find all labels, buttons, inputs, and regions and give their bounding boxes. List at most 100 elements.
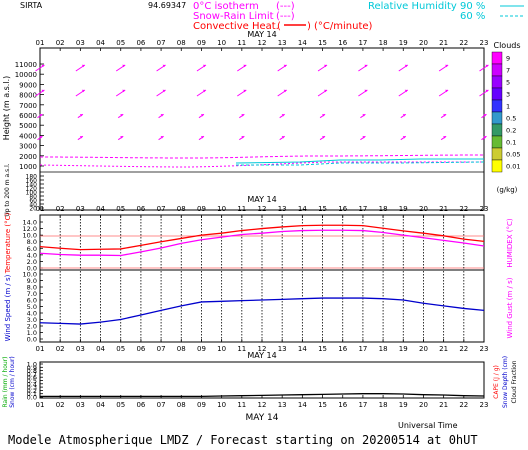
wind-hour-label: 17 [358, 345, 367, 353]
temp-hour-label: 17 [358, 205, 367, 213]
temp-y-tick-label: 8.0 [27, 238, 37, 246]
wind-barb-head [322, 136, 326, 139]
wind-hour-label: 07 [157, 345, 166, 353]
temp-hour-label: 19 [399, 205, 408, 213]
cloud-fraction-ylabel: Cloud Fraction [511, 360, 518, 403]
temp-hour-label: 11 [237, 205, 246, 213]
precip-hour-label: 21 [439, 401, 448, 409]
wind-barb-head [443, 136, 447, 139]
temp-hour-label: 01 [36, 205, 45, 213]
profile-hour-label: 15 [318, 39, 327, 47]
temp-hour-label: 16 [338, 205, 347, 213]
legend-snow-rain-label: Snow-Rain Limit [193, 11, 274, 22]
wind-barb-head [404, 89, 408, 93]
wind-barb-head [41, 89, 45, 93]
wind-barb-head [200, 136, 204, 139]
wind-barb-head [322, 114, 326, 117]
temp-date: MAY 14 [247, 195, 276, 204]
wind-y-tick-label: 4.0 [27, 310, 37, 318]
precip-y-tick-label: 0.9 [27, 364, 37, 372]
wind-barb-head [483, 136, 487, 139]
precip-hour-label: 18 [379, 401, 388, 409]
wind-barb-head [162, 64, 166, 68]
colorbar-swatch [491, 63, 503, 77]
temp-hour-label: 06 [136, 205, 145, 213]
wind-y-tick-label: 5.0 [27, 303, 37, 311]
wind-barb-head [281, 136, 285, 139]
wind-hour-label: 14 [298, 345, 307, 353]
profile-hour-label: 19 [399, 39, 408, 47]
wind-y-tick-label: 1.0 [27, 329, 37, 337]
wind-barb-head [41, 64, 45, 68]
profile-hour-label: 10 [217, 39, 226, 47]
profile-hour-label: 20 [419, 39, 428, 47]
profile-ylabel-lower: Up to 200 m a.s.l. [4, 163, 11, 216]
profile-ytick-label: 1000 [19, 163, 37, 171]
profile-hour-label: 05 [116, 39, 125, 47]
precip-hour-label: 01 [36, 401, 45, 409]
wind-hour-label: 02 [56, 345, 65, 353]
bottom-date: MAY 14 [245, 413, 278, 423]
wind-barb-head [160, 114, 164, 117]
wind-hour-label: 20 [419, 345, 428, 353]
wind-hour-label: 11 [237, 345, 246, 353]
colorbar-label: 5 [506, 79, 510, 87]
wind-y-tick-label: 6.0 [27, 297, 37, 305]
colorbar-label: 0.01 [506, 163, 520, 171]
legend-rh-label: Relative Humidity [368, 1, 457, 12]
wind-barb-head [485, 64, 489, 68]
wind-hour-label: 06 [136, 345, 145, 353]
profile-ytick-label: 20 [29, 206, 37, 213]
profile-hour-label: 04 [96, 39, 105, 47]
colorbar-label: 0.2 [506, 127, 516, 135]
colorbar-swatch [491, 111, 503, 125]
legend-snow-rain-style: (---) [276, 11, 295, 22]
profile-ytick-label: 160 [26, 178, 38, 185]
profile-hour-label: 22 [459, 39, 468, 47]
wind-barb-head [241, 114, 245, 117]
wind-barb-head [485, 89, 489, 93]
wind-hour-label: 22 [459, 345, 468, 353]
series-line-temperature [39, 224, 485, 251]
profile-ytick-label: 4000 [19, 132, 37, 140]
colorbar-label: 0.5 [506, 115, 516, 123]
precip-y-tick-label: 0.5 [27, 377, 37, 385]
wind-bottom-ticks: 01 02 03 04 05 06 07 08 09 10 11 12 13 14 15 16 17 18 19 20… [36, 339, 489, 353]
colorbar-swatch [491, 123, 503, 137]
legend-convective-label: Convective Heat. [193, 21, 279, 32]
wind-barb-head [202, 89, 206, 93]
profile-ytick-label: 8000 [19, 92, 37, 100]
wind-y-tick-label: 9.0 [27, 277, 37, 285]
wind-y-tick-label: 10.0 [23, 271, 37, 279]
profile-hour-label: 02 [56, 39, 65, 47]
precip-y-tick-label: 0.3 [27, 384, 37, 392]
clouds-legend-unit: (g/kg) [497, 186, 518, 194]
wind-hour-label: 18 [379, 345, 388, 353]
temp-ylabel: Temperature (°C) [4, 213, 12, 275]
wind-hour-label: 16 [338, 345, 347, 353]
temp-y-tick-label: 12.0 [23, 225, 37, 233]
series-line-humidex [39, 229, 485, 257]
temp-y-tick-label: 10.0 [23, 232, 37, 240]
profile-hour-label: 13 [278, 39, 287, 47]
wind-barb-head [81, 89, 85, 93]
wind-barb-head [445, 64, 449, 68]
profile-ytick-label: 2000 [19, 153, 37, 161]
profile-hour-label: 06 [136, 39, 145, 47]
wind-barb-head [362, 114, 366, 117]
colorbar-swatch [491, 87, 503, 101]
temp-hour-label: 23 [480, 205, 489, 213]
wind-hour-label: 23 [480, 345, 489, 353]
temp-hour-label: 04 [96, 205, 105, 213]
profile-hour-label: 03 [76, 39, 85, 47]
profile-ytick-label: 80 [29, 194, 37, 201]
temp-y-tick-label: 6.0 [27, 245, 37, 253]
wind-barb-head [81, 64, 85, 68]
precip-hour-label: 11 [237, 401, 246, 409]
temp-vertical-grid [59, 216, 465, 269]
temp-y-axis: 14.012.010.08.06.04.02.00.0 [23, 219, 43, 273]
precip-bottom-ticks: 01 02 03 04 05 06 07 08 09 10 11 12 13 14 15 16 17 18 19 20… [36, 395, 488, 409]
precip-y-tick-label: 0.8 [27, 367, 37, 375]
wind-gust-ylabel: Wind Gust (m / s) [506, 277, 514, 338]
